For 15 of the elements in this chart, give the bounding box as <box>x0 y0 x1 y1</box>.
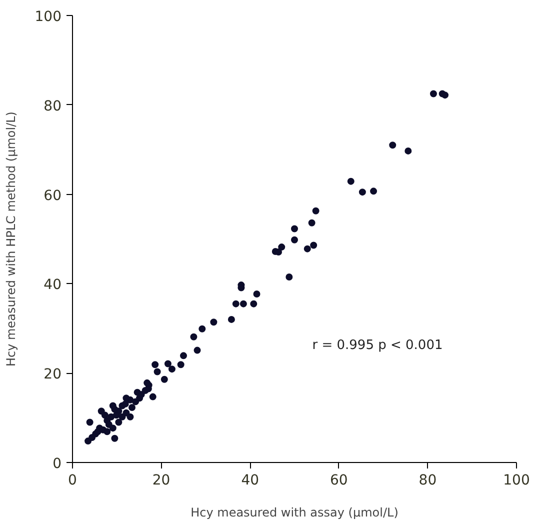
x-tick-label: 20 <box>152 472 170 488</box>
y-axis-title: Hcy measured with HPLC method (μmol/L) <box>4 112 18 366</box>
annotation: r = 0.995 p < 0.001 <box>312 338 443 353</box>
x-tick-label: 0 <box>68 472 77 488</box>
y-tick-label: 40 <box>44 277 62 294</box>
y-tick-label: 20 <box>44 366 62 383</box>
y-tick-label: 0 <box>52 456 62 472</box>
x-tick-label: 80 <box>418 472 437 488</box>
x-tick-label: 60 <box>330 472 348 488</box>
x-tick-label: 40 <box>241 472 260 488</box>
y-tick-label: 80 <box>44 98 62 114</box>
x-axis-title: Hcy measured with assay (μmol/L) <box>190 506 398 520</box>
y-tick-label: 60 <box>44 188 62 204</box>
x-tick-label: 100 <box>503 472 530 488</box>
y-tick-label: 100 <box>34 9 62 25</box>
